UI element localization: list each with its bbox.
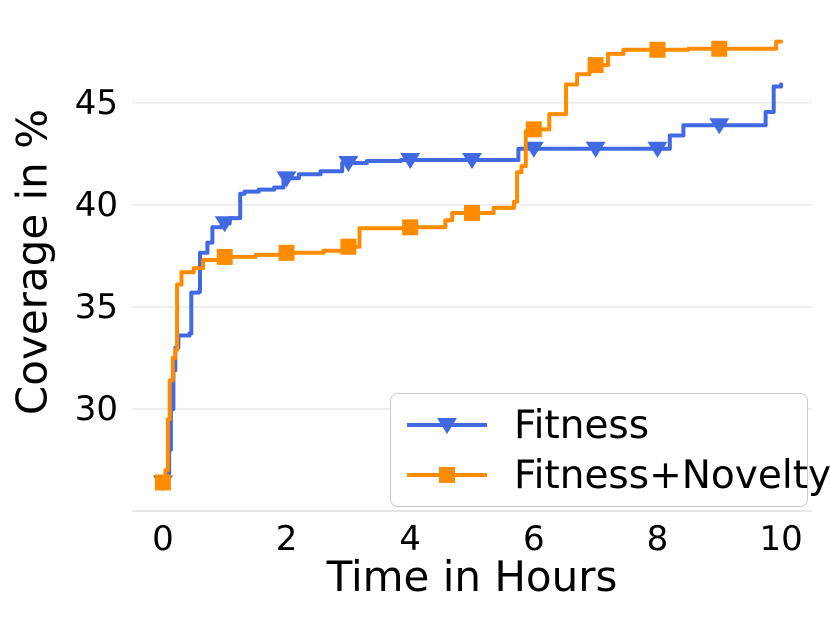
series-line-fitness-novelty <box>160 39 784 485</box>
square-marker <box>525 121 542 138</box>
triangle-marker <box>647 141 668 158</box>
x-axis-title: Time in Hours <box>326 552 618 601</box>
triangle-marker <box>214 216 235 233</box>
legend-label-fitness-novelty: Fitness+Novelty <box>514 452 830 498</box>
square-marker <box>464 205 480 222</box>
fitness-novelty-line-swatch <box>407 467 487 483</box>
legend-label-fitness: Fitness <box>514 402 650 448</box>
x-tick-label-8: 8 <box>646 519 669 559</box>
square-marker <box>711 40 728 57</box>
y-tick-label-35: 35 <box>74 286 118 327</box>
legend: Fitness Fitness+Novelty <box>390 393 830 507</box>
triangle-marker <box>276 171 297 188</box>
y-axis-ticks: 30 35 40 45 <box>0 0 118 560</box>
square-marker <box>402 219 419 236</box>
x-tick-label-6: 6 <box>522 519 545 559</box>
triangle-marker <box>523 141 544 158</box>
triangle-marker <box>338 156 359 173</box>
triangle-marker <box>462 152 482 169</box>
square-marker <box>278 244 295 261</box>
x-tick-label-10: 10 <box>759 519 803 559</box>
legend-item-fitness-novelty: Fitness+Novelty <box>404 453 830 498</box>
x-tick-label-2: 2 <box>275 519 298 559</box>
triangle-marker <box>585 141 606 158</box>
x-tick-label-0: 0 <box>152 519 174 559</box>
triangle-marker <box>400 152 421 169</box>
legend-item-fitness: Fitness <box>404 402 807 448</box>
square-marker <box>154 474 171 491</box>
y-axis-title: Coverage in % <box>7 108 57 416</box>
square-marker <box>587 57 604 74</box>
square-marker <box>216 248 233 265</box>
x-tick-label-4: 4 <box>399 519 421 559</box>
x-axis-ticks: 0 2 4 6 8 10 <box>0 519 830 559</box>
triangle-marker <box>709 118 730 135</box>
square-marker <box>340 238 357 255</box>
y-tick-label-40: 40 <box>74 184 118 225</box>
square-marker <box>649 41 666 58</box>
y-tick-label-30: 30 <box>74 388 118 429</box>
y-tick-label-45: 45 <box>74 82 118 123</box>
fitness-line-swatch <box>407 418 487 434</box>
